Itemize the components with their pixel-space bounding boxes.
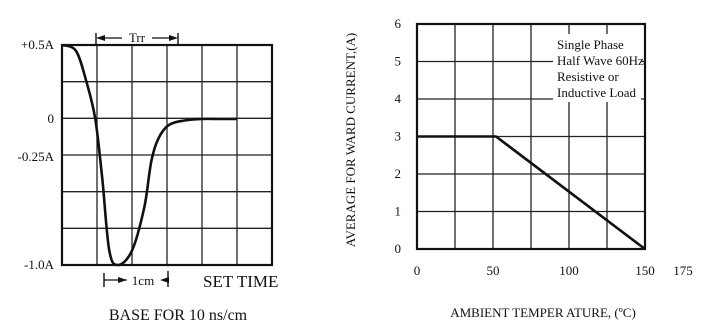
right-x-tick-label: 100: [559, 263, 579, 278]
recovery-waveform-line: [61, 43, 237, 267]
right-x-tick-label: 0: [414, 263, 421, 278]
right-x-tick-label: 175: [673, 263, 693, 278]
left-y-tick-label: 0: [48, 111, 55, 126]
forward-current-line: [417, 135, 646, 251]
legend-box: Single Phase Half Wave 60Hz Resistive or…: [553, 34, 644, 102]
legend-line-3: Resistive or: [557, 69, 619, 84]
right-y-tick-label: 3: [395, 129, 402, 144]
scale-label: 1cm: [132, 273, 154, 288]
right-y-tick-label: 6: [395, 16, 402, 31]
right-y-tick-label: 1: [395, 204, 402, 219]
left-x-axis-title: BASE FOR 10 ns/cm: [109, 307, 248, 324]
derating-chart: 0 50 100 150 175 0 1 2 3 4 5 6 Single Phase Half W…: [343, 16, 693, 320]
right-x-axis-title: AMBIENT TEMPER ATURE, (ºC): [450, 305, 636, 320]
left-chart-frame: [60, 43, 274, 267]
right-y-tick-label: 4: [395, 91, 402, 106]
right-y-tick-label: 2: [395, 166, 402, 181]
left-y-tick-label: -1.0A: [24, 257, 55, 272]
reverse-recovery-chart: +0.5A 0 -0.25A -1.0A Trr 1cm SET TIME BASE …: [18, 30, 279, 324]
left-y-tick-label: -0.25A: [18, 149, 55, 164]
scale-marker: 1cm: [103, 271, 169, 288]
legend-line-2: Half Wave 60Hz: [557, 53, 644, 68]
left-chart-grid: [62, 45, 272, 265]
right-y-tick-label: 0: [395, 241, 402, 256]
right-x-tick-label: 150: [635, 263, 655, 278]
set-time-label: SET TIME: [203, 272, 278, 291]
legend-line-1: Single Phase: [557, 37, 624, 52]
right-x-tick-label: 50: [487, 263, 500, 278]
right-y-axis-title: AVERAGE FOR WARD CURRENT,(A): [343, 33, 358, 248]
trr-marker: Trr: [95, 30, 179, 45]
right-y-tick-labels: 0 1 2 3 4 5 6: [395, 16, 402, 256]
trr-label: Trr: [129, 30, 146, 45]
left-y-tick-labels: +0.5A 0 -0.25A -1.0A: [18, 37, 55, 272]
right-x-tick-labels: 0 50 100 150 175: [414, 263, 693, 278]
legend-line-4: Inductive Load: [557, 85, 637, 100]
right-y-tick-label: 5: [395, 54, 402, 69]
left-y-tick-label: +0.5A: [21, 37, 55, 52]
